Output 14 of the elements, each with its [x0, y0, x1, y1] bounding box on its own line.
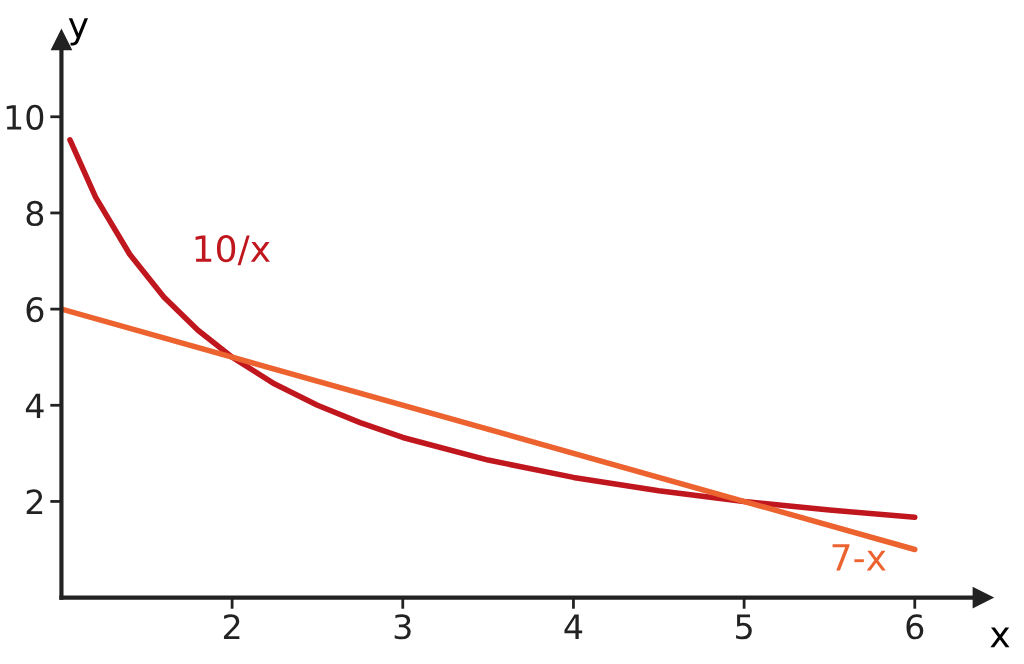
x-tick-label: 3	[394, 614, 411, 640]
x-tick-label: 4	[564, 614, 583, 639]
y-tick-label: 2	[26, 489, 43, 515]
y-tick-label: 6	[26, 297, 44, 323]
y-tick-label: 10	[6, 104, 44, 130]
x-axis-title: x	[990, 627, 1010, 648]
y-axis-title: y	[68, 18, 89, 46]
y-tick-label: 8	[26, 200, 44, 227]
x-tick-label: 6	[906, 614, 924, 640]
series-label: 10/x	[195, 234, 270, 266]
series-label: 7-x	[832, 544, 886, 571]
y-tick-label: 4	[25, 393, 44, 418]
x-tick-label: 5	[736, 614, 752, 640]
x-tick-label: 2	[223, 614, 240, 639]
